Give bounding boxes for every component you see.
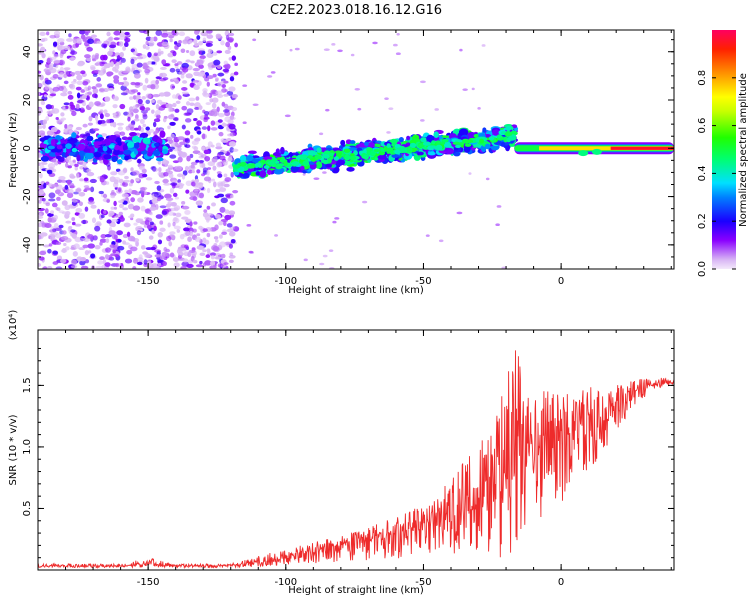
x-tick-label: -150 [137,577,160,588]
snr-panel: -150 -100 -50 0 0.5 1.0 1.5 Height of straigh… [8,310,675,596]
y-tick-label: 0.5 [22,501,33,517]
spectrogram-x-label: Height of straight line (km) [288,285,424,296]
x-tick-label: -100 [274,276,297,287]
x-tick-label: -150 [137,276,160,287]
colorbar: 0.0 0.2 0.4 0.6 0.8 Normalized spectral ampl… [697,30,749,277]
x-tick-label: 0 [558,577,564,588]
y-tick-label: -40 [22,237,33,253]
x-tick-label: -50 [415,276,431,287]
x-tick-label: 0 [558,276,564,287]
colorbar-ticks: 0.0 0.2 0.4 0.6 0.8 [697,70,736,277]
spectrogram-y-label: Frequency (Hz) [8,112,19,188]
spectrogram-heatmap [38,30,674,269]
spectrogram-x-axis: -150 -100 -50 0 [37,30,672,287]
colorbar-tick-label: 0.0 [697,261,708,277]
figure-title: C2E2.2023.018.16.12.G16 [270,3,442,18]
colorbar-tick-label: 0.4 [697,165,708,181]
snr-line [38,350,674,570]
y-tick-label: 0 [22,145,33,151]
snr-series-line [38,350,674,570]
y-tick-label: 20 [22,94,33,107]
colorbar-tick-label: 0.6 [697,118,708,134]
y-tick-label: 1.0 [22,439,33,455]
spectrogram-y-axis: -40 -20 0 20 40 [22,39,674,270]
y-tick-label: -20 [22,188,33,204]
colorbar-tick-label: 0.2 [697,213,708,229]
x-tick-label: -50 [415,577,431,588]
snr-x-axis: -150 -100 -50 0 [37,330,672,588]
y-tick-label: 40 [22,45,33,58]
snr-x-label: Height of straight line (km) [288,585,424,596]
snr-frame [37,329,675,571]
colorbar-label: Normalized spectral amplitude [738,73,749,227]
y-tick-label: 1.5 [22,377,33,393]
snr-y-label: SNR (10 * v/v) [8,414,19,485]
snr-plot-area [38,330,674,570]
x-tick-label: -100 [274,577,297,588]
snr-y-multiplier: (x10⁴) [8,310,19,341]
colorbar-tick-label: 0.8 [697,70,708,86]
colorbar-gradient [712,30,736,269]
spectrogram-panel: -150 -100 -50 0 -40 -20 0 20 40 Height of strai… [8,29,749,296]
snr-y-axis: 0.5 1.0 1.5 [22,347,674,559]
spectrogram-frame [37,29,675,270]
